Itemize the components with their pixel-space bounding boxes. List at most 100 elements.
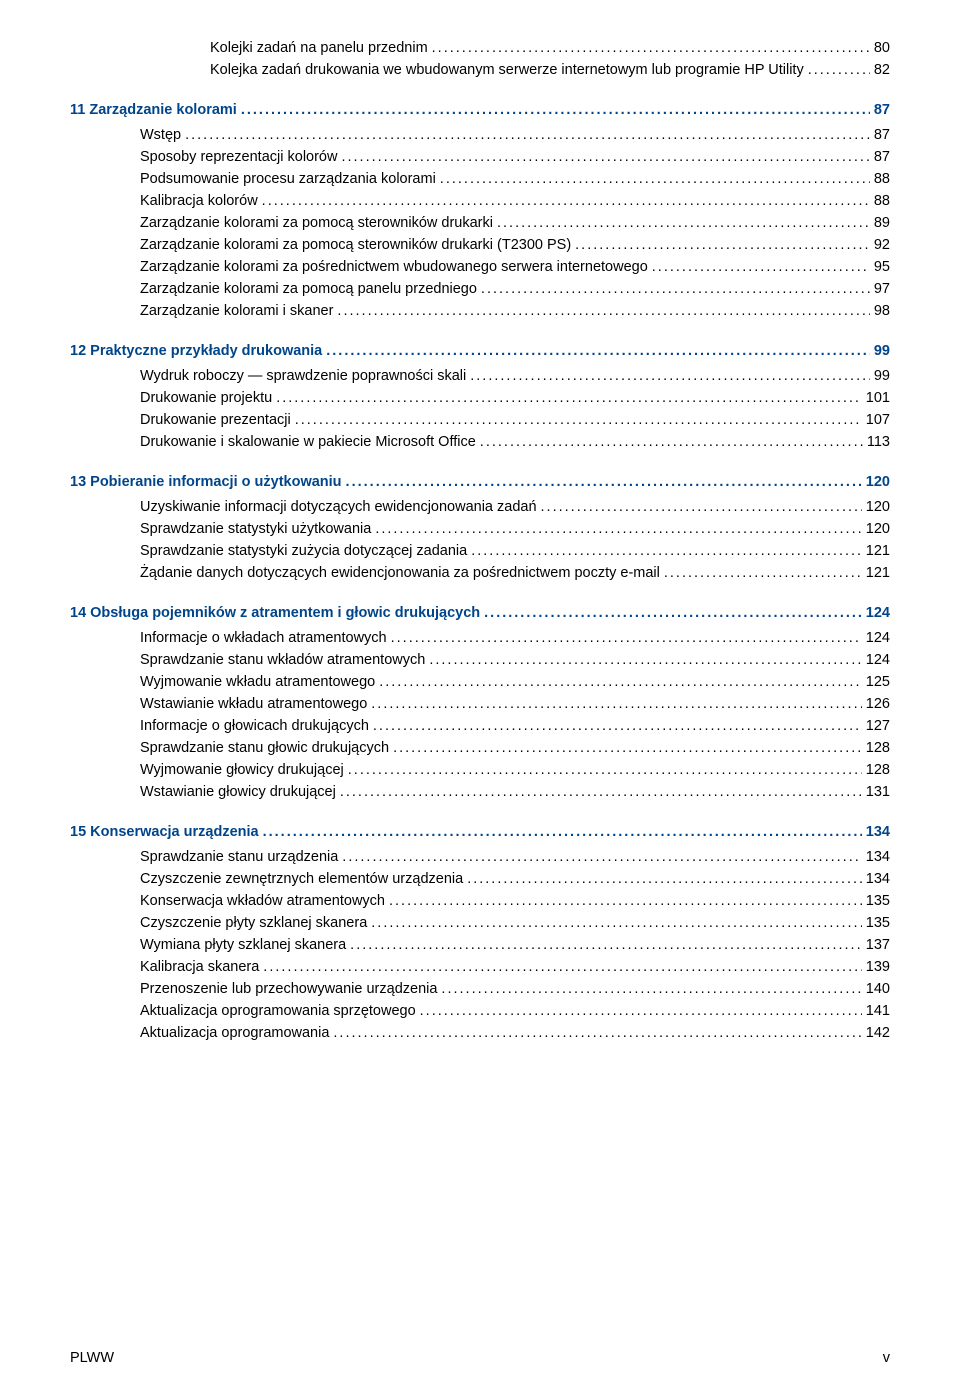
toc-chapter-entry[interactable]: 15 Konserwacja urządzenia134: [70, 824, 890, 840]
toc-sub-entry[interactable]: Przenoszenie lub przechowywanie urządzen…: [140, 981, 890, 997]
toc-sub-entry[interactable]: Sprawdzanie stanu głowic drukujących128: [140, 740, 890, 756]
toc-entry-page: 99: [874, 343, 890, 359]
toc-entry-page: 124: [866, 630, 890, 646]
toc-entry-label: 13 Pobieranie informacji o użytkowaniu: [70, 474, 342, 490]
toc-sub-entry[interactable]: Drukowanie i skalowanie w pakiecie Micro…: [140, 434, 890, 450]
toc-sub-entry[interactable]: Zarządzanie kolorami za pomocą sterownik…: [140, 215, 890, 231]
toc-entry-label: Sprawdzanie statystyki zużycia dotyczące…: [140, 543, 467, 559]
toc-entry-label: Informacje o głowicach drukujących: [140, 718, 369, 734]
toc-subsub-entry[interactable]: Kolejka zadań drukowania we wbudowanym s…: [210, 62, 890, 78]
toc-sub-entry[interactable]: Drukowanie projektu101: [140, 390, 890, 406]
toc-chapter-entry[interactable]: 11 Zarządzanie kolorami87: [70, 102, 890, 118]
toc-leader-dots: [263, 959, 862, 975]
toc-sub-entry[interactable]: Kalibracja kolorów88: [140, 193, 890, 209]
toc-entry-page: 97: [874, 281, 890, 297]
toc-sub-entry[interactable]: Informacje o wkładach atramentowych 124: [140, 630, 890, 646]
toc-leader-dots: [348, 762, 862, 778]
toc-sub-entry[interactable]: Sprawdzanie stanu wkładów atramentowych1…: [140, 652, 890, 668]
toc-entry-label: Informacje o wkładach atramentowych: [140, 630, 387, 646]
toc-sub-entry[interactable]: Wstawianie wkładu atramentowego126: [140, 696, 890, 712]
toc-entry-page: 87: [874, 149, 890, 165]
toc-entry-page: 87: [874, 127, 890, 143]
toc-sub-entry[interactable]: Konserwacja wkładów atramentowych 135: [140, 893, 890, 909]
toc-entry-label: Wymiana płyty szklanej skanera: [140, 937, 346, 953]
toc-chapter-entry[interactable]: 13 Pobieranie informacji o użytkowaniu12…: [70, 474, 890, 490]
toc-leader-dots: [575, 237, 870, 253]
toc-entry-label: Konserwacja wkładów atramentowych: [140, 893, 385, 909]
table-of-contents: Kolejki zadań na panelu przednim80Kolejk…: [70, 40, 890, 1041]
toc-entry-page: 80: [874, 40, 890, 56]
toc-sub-entry[interactable]: Czyszczenie zewnętrznych elementów urząd…: [140, 871, 890, 887]
toc-entry-page: 99: [874, 368, 890, 384]
toc-leader-dots: [379, 674, 862, 690]
toc-sub-entry[interactable]: Zarządzanie kolorami i skaner98: [140, 303, 890, 319]
toc-leader-dots: [371, 696, 862, 712]
toc-leader-dots: [429, 652, 861, 668]
toc-sub-entry[interactable]: Sprawdzanie statystyki użytkowania120: [140, 521, 890, 537]
toc-leader-dots: [484, 605, 862, 621]
toc-entry-page: 107: [866, 412, 890, 428]
toc-leader-dots: [440, 171, 870, 187]
toc-leader-dots: [497, 215, 870, 231]
toc-sub-entry[interactable]: Uzyskiwanie informacji dotyczących ewide…: [140, 499, 890, 515]
toc-entry-page: 88: [874, 193, 890, 209]
toc-leader-dots: [652, 259, 870, 275]
toc-entry-label: Sprawdzanie stanu głowic drukujących: [140, 740, 389, 756]
toc-sub-entry[interactable]: Aktualizacja oprogramowania sprzętowego1…: [140, 1003, 890, 1019]
toc-sub-entry[interactable]: Wymiana płyty szklanej skanera137: [140, 937, 890, 953]
toc-sub-entry[interactable]: Drukowanie prezentacji107: [140, 412, 890, 428]
toc-entry-label: Zarządzanie kolorami za pomocą panelu pr…: [140, 281, 477, 297]
toc-sub-entry[interactable]: Żądanie danych dotyczących ewidencjonowa…: [140, 565, 890, 581]
toc-entry-label: Kolejki zadań na panelu przednim: [210, 40, 428, 56]
toc-leader-dots: [541, 499, 862, 515]
toc-entry-page: 139: [866, 959, 890, 975]
toc-entry-label: Wyjmowanie głowicy drukującej: [140, 762, 344, 778]
toc-entry-page: 121: [866, 565, 890, 581]
toc-sub-entry[interactable]: Wstęp 87: [140, 127, 890, 143]
toc-sub-entry[interactable]: Wyjmowanie głowicy drukującej 128: [140, 762, 890, 778]
toc-sub-entry[interactable]: Podsumowanie procesu zarządzania koloram…: [140, 171, 890, 187]
toc-entry-label: Uzyskiwanie informacji dotyczących ewide…: [140, 499, 537, 515]
toc-sub-entry[interactable]: Czyszczenie płyty szklanej skanera135: [140, 915, 890, 931]
toc-entry-page: 141: [866, 1003, 890, 1019]
toc-sub-entry[interactable]: Aktualizacja oprogramowania142: [140, 1025, 890, 1041]
toc-leader-dots: [432, 40, 870, 56]
toc-leader-dots: [420, 1003, 862, 1019]
toc-leader-dots: [389, 893, 862, 909]
toc-entry-label: Drukowanie projektu: [140, 390, 272, 406]
toc-entry-label: Zarządzanie kolorami za pomocą sterownik…: [140, 215, 493, 231]
page-footer: PLWW v: [70, 1350, 890, 1366]
toc-sub-entry[interactable]: Wstawianie głowicy drukującej131: [140, 784, 890, 800]
toc-entry-label: Wstęp: [140, 127, 181, 143]
toc-sub-entry[interactable]: Sposoby reprezentacji kolorów 87: [140, 149, 890, 165]
toc-leader-dots: [241, 102, 870, 118]
toc-leader-dots: [342, 849, 862, 865]
toc-sub-entry[interactable]: Wyjmowanie wkładu atramentowego125: [140, 674, 890, 690]
toc-chapter-entry[interactable]: 12 Praktyczne przykłady drukowania 99: [70, 343, 890, 359]
toc-sub-entry[interactable]: Zarządzanie kolorami za pomocą sterownik…: [140, 237, 890, 253]
toc-entry-page: 121: [866, 543, 890, 559]
toc-sub-entry[interactable]: Zarządzanie kolorami za pomocą panelu pr…: [140, 281, 890, 297]
toc-entry-page: 135: [866, 893, 890, 909]
toc-chapter-entry[interactable]: 14 Obsługa pojemników z atramentem i gło…: [70, 605, 890, 621]
toc-entry-label: Czyszczenie płyty szklanej skanera: [140, 915, 367, 931]
toc-subsub-entry[interactable]: Kolejki zadań na panelu przednim 80: [210, 40, 890, 56]
toc-entry-label: Wstawianie wkładu atramentowego: [140, 696, 367, 712]
toc-entry-label: 12 Praktyczne przykłady drukowania: [70, 343, 322, 359]
toc-entry-label: Sposoby reprezentacji kolorów: [140, 149, 337, 165]
toc-entry-page: 120: [866, 521, 890, 537]
toc-entry-page: 128: [866, 762, 890, 778]
toc-sub-entry[interactable]: Kalibracja skanera139: [140, 959, 890, 975]
toc-entry-label: Wydruk roboczy — sprawdzenie poprawności…: [140, 368, 466, 384]
toc-sub-entry[interactable]: Sprawdzanie statystyki zużycia dotyczące…: [140, 543, 890, 559]
toc-entry-page: 98: [874, 303, 890, 319]
toc-entry-page: 113: [867, 434, 890, 450]
toc-leader-dots: [337, 303, 869, 319]
toc-sub-entry[interactable]: Informacje o głowicach drukujących127: [140, 718, 890, 734]
toc-entry-label: Wstawianie głowicy drukującej: [140, 784, 336, 800]
toc-sub-entry[interactable]: Sprawdzanie stanu urządzenia134: [140, 849, 890, 865]
toc-sub-entry[interactable]: Zarządzanie kolorami za pośrednictwem wb…: [140, 259, 890, 275]
toc-entry-page: 134: [866, 849, 890, 865]
toc-leader-dots: [326, 343, 870, 359]
toc-sub-entry[interactable]: Wydruk roboczy — sprawdzenie poprawności…: [140, 368, 890, 384]
